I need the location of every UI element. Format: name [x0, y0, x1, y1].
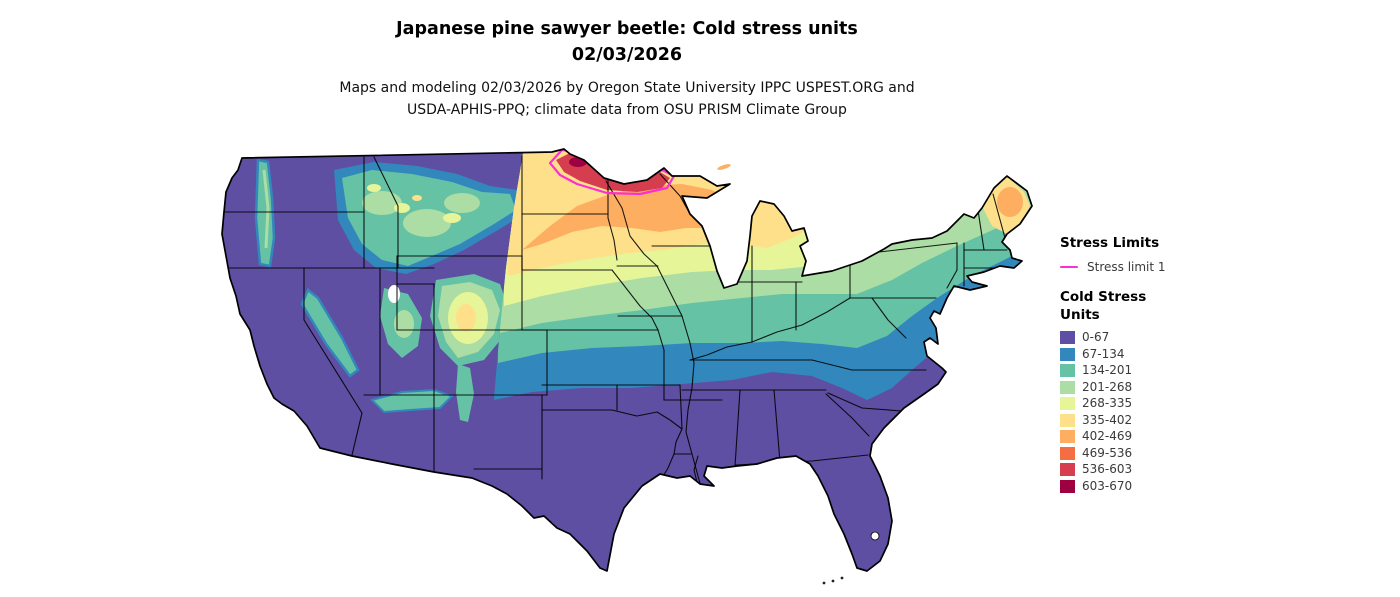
legend-swatch: [1060, 380, 1075, 394]
legend-swatch: [1060, 446, 1075, 460]
legend-bin-label: 268-335: [1082, 396, 1133, 410]
subtitle-line-2: USDA-APHIS-PPQ; climate data from OSU PR…: [407, 102, 847, 118]
figure-title: Japanese pine sawyer beetle: Cold stress…: [396, 19, 858, 39]
stress-limit-swatch: [1060, 265, 1078, 269]
legend-bin-label: 603-670: [1082, 478, 1133, 493]
legend-bin-label: 469-536: [1082, 445, 1133, 460]
legend-swatch: [1060, 347, 1075, 361]
legend-swatch: [1060, 397, 1075, 410]
figure-subtitle: Maps and modeling 02/03/2026 by Oregon S…: [0, 77, 1254, 121]
legend-swatch: [1060, 364, 1075, 377]
legend-bin: 603-670: [1060, 478, 1210, 493]
legend-bin-label: 402-469: [1082, 429, 1133, 443]
state-borders: [223, 153, 1008, 499]
legend-bin-label: 0-67: [1082, 330, 1110, 344]
subtitle-line-1: Maps and modeling 02/03/2026 by Oregon S…: [339, 80, 915, 96]
figure-title-date: 02/03/2026: [571, 45, 683, 65]
map-raster: [222, 149, 1032, 571]
cold-stress-legend-items: 0-67 67-134 134-201 201-268 268-335 335-402 40…: [1060, 331, 1210, 493]
stress-limits-heading: Stress Limits: [1060, 235, 1160, 251]
legend-bin: 536-603: [1060, 463, 1210, 476]
us-map: [212, 148, 1042, 593]
legend-bin-label: 201-268: [1082, 379, 1133, 394]
us-outline: [221, 148, 1033, 572]
legend-swatch: [1060, 331, 1075, 344]
legend-bin: 335-402: [1060, 412, 1210, 427]
cold-stress-bands: [494, 149, 1032, 400]
cold-stress-heading-line-2: Units: [1060, 307, 1100, 323]
legend-swatch: [1060, 430, 1075, 443]
legend-swatch: [1060, 463, 1075, 476]
legend-bin-label: 134-201: [1082, 363, 1133, 377]
legend-bin: 402-469: [1060, 430, 1210, 443]
legend-bin: 268-335: [1060, 397, 1210, 410]
maine-pocket: [982, 176, 1030, 234]
legend-bin: 469-536: [1060, 445, 1210, 460]
legend-bin: 134-201: [1060, 364, 1210, 377]
legend-swatch: [1060, 479, 1075, 493]
legend-bin-label: 536-603: [1082, 462, 1133, 476]
legend-bin: 67-134: [1060, 346, 1210, 361]
legend-bin: 0-67: [1060, 331, 1210, 344]
stress-limit-label: Stress limit 1: [1087, 260, 1166, 274]
figure-header: Japanese pine sawyer beetle: Cold stress…: [0, 16, 1254, 121]
legend-swatch: [1060, 413, 1075, 427]
western-mountain-patches: [254, 158, 540, 422]
islands: [717, 164, 844, 585]
legend-bin-label: 335-402: [1082, 412, 1133, 427]
us-map-svg: [221, 148, 1033, 585]
stress-limit-item: Stress limit 1: [1060, 260, 1210, 274]
legend-bin: 201-268: [1060, 379, 1210, 394]
map-legend: Stress Limits Stress limit 1 Cold Stress…: [1060, 234, 1210, 496]
cold-stress-heading-line-1: Cold Stress: [1060, 289, 1147, 305]
cold-stress-units-heading: Cold Stress Units: [1060, 288, 1210, 324]
legend-bin-label: 67-134: [1082, 346, 1125, 361]
